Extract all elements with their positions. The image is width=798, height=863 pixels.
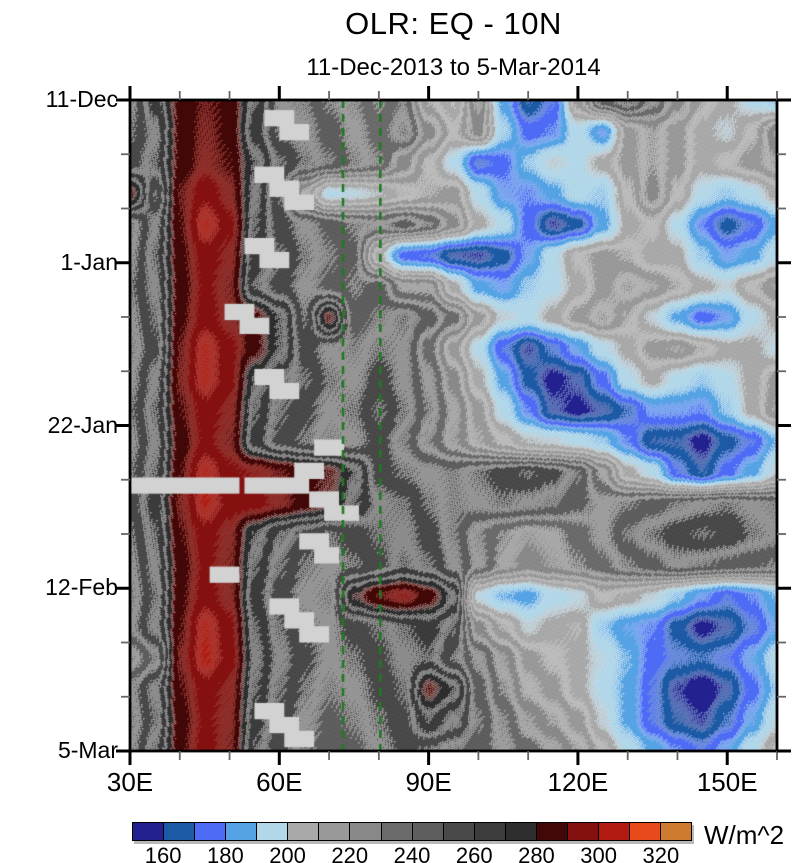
colorbar-tick-label: 160	[144, 843, 182, 863]
chart-title: OLR: EQ - 10N	[345, 6, 562, 41]
colorbar-cell	[411, 823, 443, 840]
colorbar-cell	[318, 823, 350, 840]
colorbar-tick-label: 320	[642, 843, 680, 863]
colorbar-cell	[473, 823, 505, 840]
colorbar-cell	[287, 823, 319, 840]
colorbar-cell	[163, 823, 195, 840]
y-tick-label: 22-Jan	[47, 411, 118, 438]
chart-subtitle: 11-Dec-2013 to 5-Mar-2014	[306, 54, 601, 81]
colorbar-cell	[504, 823, 536, 840]
colorbar-cell	[349, 823, 381, 840]
colorbar-tick-label: 220	[331, 843, 369, 863]
colorbar-cell	[442, 823, 474, 840]
colorbar-tick-label: 200	[269, 843, 306, 863]
y-tick-label: 12-Feb	[45, 574, 118, 601]
colorbar-tick-label: 240	[393, 843, 431, 863]
colorbar	[132, 822, 692, 841]
colorbar-cell	[133, 823, 164, 840]
colorbar-cell	[629, 823, 661, 840]
x-tick-label: 60E	[256, 767, 303, 797]
hovmoller-field-canvas	[130, 100, 777, 751]
y-tick-label: 5-Mar	[57, 736, 118, 763]
colorbar-tick-label: 180	[206, 843, 244, 863]
x-tick-label: 90E	[405, 767, 452, 797]
colorbar-cell	[535, 823, 567, 840]
colorbar-tick-label: 280	[518, 843, 555, 863]
colorbar-cell	[380, 823, 412, 840]
colorbar-cell	[660, 823, 692, 840]
x-tick-label: 120E	[547, 767, 609, 797]
colorbar-cell	[225, 823, 257, 840]
colorbar-cell	[566, 823, 598, 840]
y-tick-label: 1-Jan	[60, 248, 118, 275]
colorbar-tick-label: 300	[580, 843, 618, 863]
x-tick-label: 150E	[696, 767, 758, 797]
colorbar-cell	[194, 823, 226, 840]
x-tick-label: 30E	[106, 767, 154, 797]
y-tick-label: 11-Dec	[45, 85, 118, 112]
colorbar-cell	[597, 823, 629, 840]
colorbar-tick-label: 260	[455, 843, 493, 863]
colorbar-units-label: W/m^2	[704, 820, 785, 850]
colorbar-cell	[256, 823, 288, 840]
